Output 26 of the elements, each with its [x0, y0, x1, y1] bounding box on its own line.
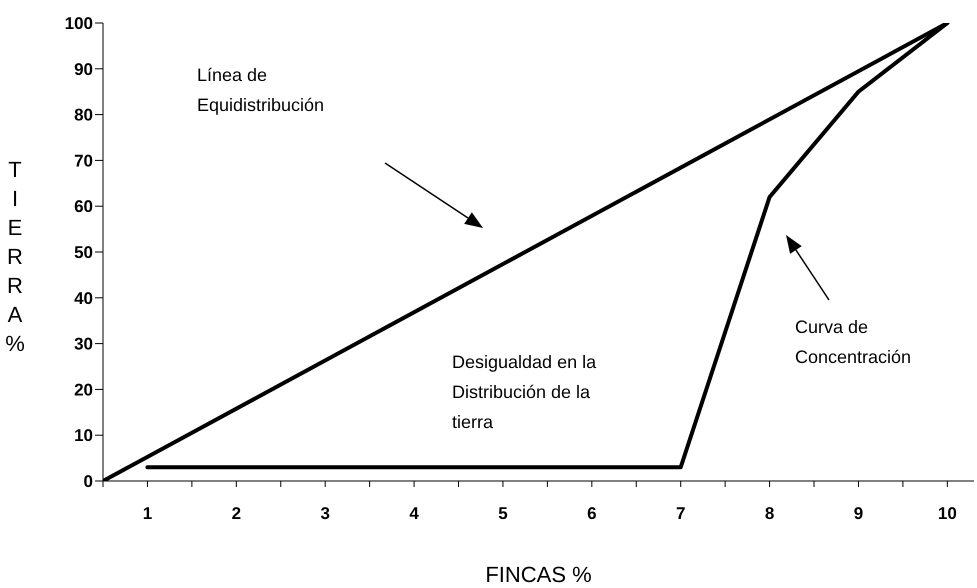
y-tick-label: 90	[74, 60, 93, 79]
x-tick-label: 5	[498, 504, 508, 524]
y-tick-label: 70	[74, 151, 93, 170]
x-tick-label: 1	[142, 504, 152, 524]
x-tick-label: 3	[320, 504, 330, 524]
x-tick-label: 9	[854, 504, 864, 524]
y-tick-label: 0	[84, 472, 93, 492]
y-tick-label: 80	[74, 106, 93, 125]
x-tick-label: 7	[676, 504, 686, 524]
y-tick-label: 100	[64, 14, 93, 34]
annotation: Desigualdad en la Distribución de la tierra	[452, 351, 596, 434]
x-tick-label: 2	[232, 504, 242, 524]
x-tick-label: 10	[938, 504, 957, 524]
y-tick-label: 20	[74, 380, 93, 400]
x-axis-title: FINCAS %	[485, 562, 592, 587]
y-tick-label: 30	[74, 334, 93, 354]
x-tick-label: 4	[409, 504, 420, 524]
annotation: Curva de Concentración	[795, 316, 912, 369]
annotation: Línea de Equidistribución	[197, 64, 324, 117]
x-tick-label: 8	[764, 504, 774, 524]
x-tick-label: 6	[587, 504, 597, 524]
y-tick-label: 10	[74, 426, 93, 446]
y-tick-label: 60	[74, 197, 93, 216]
y-tick-label: 40	[74, 288, 93, 308]
y-axis-title: TIERRA %	[4, 156, 26, 358]
y-tick-label: 50	[74, 243, 93, 262]
